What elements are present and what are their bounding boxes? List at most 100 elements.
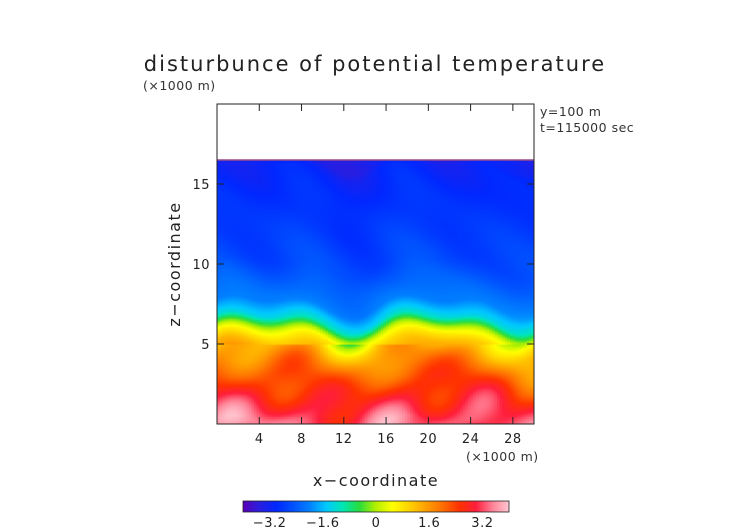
heatmap-cell	[375, 400, 379, 403]
heatmap-cell	[473, 392, 477, 395]
heatmap-cell	[372, 378, 377, 381]
heatmap-cell	[399, 422, 403, 424]
heatmap-cell	[367, 404, 371, 407]
heatmap-cell	[446, 408, 451, 411]
heatmap-cell	[322, 402, 326, 405]
heatmap-cell	[349, 384, 353, 387]
heatmap-cell	[433, 420, 437, 423]
heatmap-cell	[518, 384, 522, 387]
heatmap-cell	[359, 404, 363, 407]
heatmap-cell	[272, 406, 276, 409]
heatmap-cell	[370, 390, 374, 393]
heatmap-cell	[404, 404, 408, 407]
heatmap-cell	[499, 408, 503, 411]
heatmap-cell	[251, 408, 255, 411]
heatmap-cell	[401, 388, 406, 391]
heatmap-cell	[320, 388, 324, 391]
heatmap-cell	[253, 380, 258, 383]
heatmap-cell	[224, 414, 229, 417]
heatmap-cell	[341, 398, 345, 401]
heatmap-cell	[417, 398, 422, 401]
heatmap-cell	[460, 390, 464, 393]
heatmap-cell	[362, 386, 366, 389]
heatmap-cell	[259, 398, 263, 401]
heatmap-cell	[224, 384, 229, 387]
heatmap-cell	[473, 380, 477, 383]
heatmap-cell	[502, 410, 506, 413]
heatmap-cell	[438, 416, 443, 419]
heatmap-cell	[531, 410, 534, 413]
heatmap-cell	[227, 418, 231, 421]
heatmap-cell	[523, 378, 527, 381]
heatmap-cell	[526, 394, 530, 397]
heatmap-cell	[462, 422, 466, 424]
heatmap-cell	[491, 392, 495, 395]
heatmap-cell	[462, 392, 466, 395]
heatmap-cell	[351, 406, 355, 409]
heatmap-cell	[396, 378, 400, 381]
heatmap-cell	[280, 410, 284, 413]
heatmap-cell	[375, 388, 379, 391]
heatmap-cell	[465, 378, 469, 381]
heatmap-cell	[338, 378, 342, 381]
heatmap-cell	[494, 386, 498, 389]
heatmap-cell	[343, 414, 348, 417]
heatmap-cell	[272, 416, 276, 419]
heatmap-cell	[467, 420, 472, 423]
heatmap-cell	[452, 386, 456, 389]
heatmap-cell	[327, 390, 332, 393]
heatmap-cell	[380, 420, 385, 423]
heatmap-cell	[246, 404, 250, 407]
heatmap-cell	[341, 406, 345, 409]
heatmap-cell	[224, 418, 229, 421]
heatmap-cell	[460, 386, 464, 389]
heatmap-cell	[298, 378, 303, 381]
heatmap-cell	[285, 422, 289, 424]
heatmap-cell	[407, 388, 411, 391]
heatmap-cell	[393, 392, 398, 395]
heatmap-cell	[465, 406, 469, 409]
heatmap-cell	[290, 414, 295, 417]
heatmap-cell	[481, 408, 485, 411]
heatmap-cell	[441, 382, 445, 385]
heatmap-cell	[269, 402, 274, 405]
heatmap-cell	[520, 420, 525, 423]
heatmap-cell	[256, 398, 260, 401]
heatmap-cell	[317, 398, 321, 401]
heatmap-cell	[217, 388, 221, 391]
heatmap-cell	[504, 406, 509, 409]
heatmap-cell	[224, 386, 229, 389]
heatmap-cell	[470, 410, 474, 413]
heatmap-cell	[396, 384, 400, 387]
heatmap-cell	[399, 404, 403, 407]
heatmap-cell	[283, 416, 287, 419]
heatmap-cell	[491, 418, 495, 421]
heatmap-cell	[502, 416, 506, 419]
heatmap-cell	[436, 402, 440, 405]
heatmap-cell	[351, 392, 355, 395]
heatmap-cell	[227, 384, 231, 387]
heatmap-cell	[520, 408, 525, 411]
heatmap-cell	[298, 410, 303, 413]
heatmap-cell	[293, 390, 297, 393]
heatmap-cell	[222, 384, 226, 387]
heatmap-cell	[238, 396, 242, 399]
heatmap-cell	[293, 420, 297, 423]
heatmap-cell	[301, 392, 305, 395]
heatmap-cell	[378, 404, 382, 407]
heatmap-cell	[251, 388, 255, 391]
heatmap-cell	[412, 418, 416, 421]
heatmap-cell	[338, 406, 342, 409]
heatmap-cell	[230, 382, 234, 385]
heatmap-cell	[317, 402, 321, 405]
heatmap-cell	[449, 408, 453, 411]
heatmap-cell	[275, 404, 279, 407]
heatmap-cell	[235, 390, 239, 393]
heatmap-cell	[217, 408, 221, 411]
heatmap-cell	[441, 416, 445, 419]
heatmap-cell	[409, 382, 414, 385]
heatmap-cell	[306, 412, 311, 415]
heatmap-cell	[423, 410, 427, 413]
heatmap-cell	[399, 378, 403, 381]
heatmap-cell	[288, 382, 292, 385]
